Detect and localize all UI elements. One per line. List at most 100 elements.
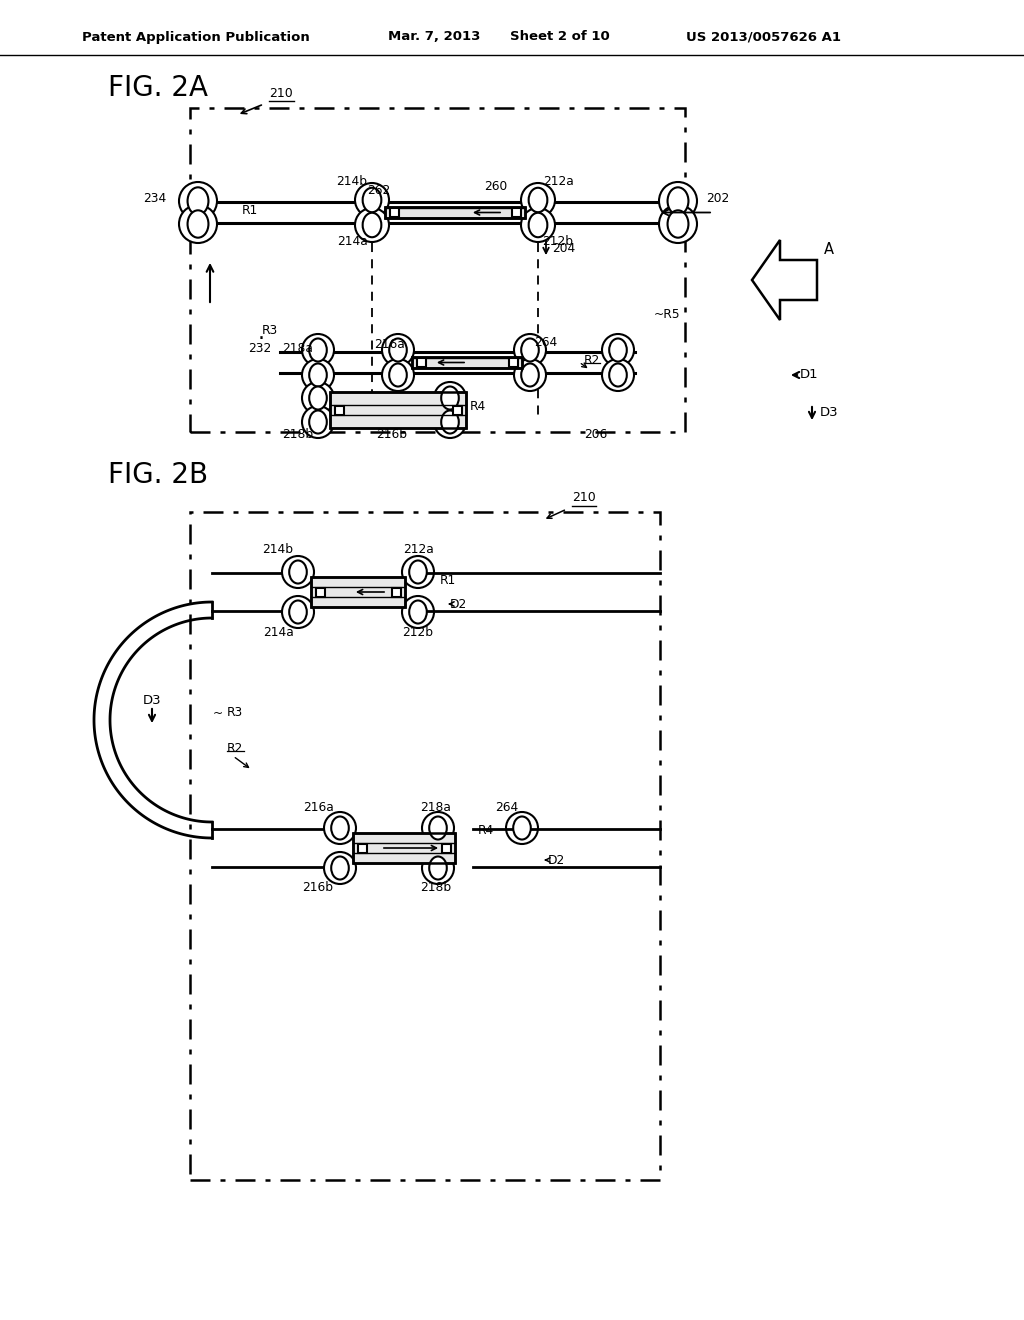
Ellipse shape: [528, 187, 548, 213]
Ellipse shape: [441, 387, 459, 409]
Circle shape: [355, 209, 389, 242]
Bar: [353, 833, 455, 863]
Text: Mar. 7, 2013: Mar. 7, 2013: [388, 30, 480, 44]
Ellipse shape: [609, 338, 627, 362]
Ellipse shape: [309, 363, 327, 387]
Ellipse shape: [609, 363, 627, 387]
Ellipse shape: [309, 411, 327, 433]
Text: FIG. 2B: FIG. 2B: [108, 461, 208, 488]
Text: R4: R4: [478, 824, 495, 837]
Text: 214b: 214b: [337, 176, 368, 187]
Text: 210: 210: [269, 87, 293, 100]
Circle shape: [422, 812, 454, 843]
Text: 216a: 216a: [374, 338, 404, 351]
Ellipse shape: [187, 210, 209, 238]
Circle shape: [282, 556, 314, 587]
Text: 264: 264: [534, 335, 557, 348]
Circle shape: [382, 359, 414, 391]
Ellipse shape: [389, 363, 407, 387]
Text: 212a: 212a: [543, 176, 573, 187]
Ellipse shape: [521, 363, 539, 387]
Ellipse shape: [410, 561, 427, 583]
Circle shape: [659, 205, 697, 243]
Text: 212b: 212b: [402, 626, 433, 639]
Circle shape: [514, 359, 546, 391]
Text: 262: 262: [367, 183, 390, 197]
Text: D3: D3: [820, 405, 839, 418]
Ellipse shape: [289, 601, 307, 623]
Bar: [412, 356, 522, 368]
Text: 260: 260: [483, 180, 507, 193]
Ellipse shape: [513, 817, 530, 840]
Circle shape: [302, 407, 334, 438]
Bar: [190, 512, 660, 1180]
Text: R3: R3: [262, 323, 279, 337]
Text: 206: 206: [585, 428, 607, 441]
Bar: [353, 833, 455, 863]
Text: 214a: 214a: [337, 235, 368, 248]
Text: D2: D2: [548, 854, 565, 866]
Circle shape: [521, 209, 555, 242]
Bar: [330, 392, 466, 428]
Circle shape: [382, 334, 414, 366]
Text: Patent Application Publication: Patent Application Publication: [82, 30, 309, 44]
Text: ~: ~: [213, 706, 223, 719]
Ellipse shape: [362, 213, 381, 238]
Text: 212a: 212a: [402, 543, 433, 556]
Text: A: A: [824, 243, 834, 257]
Text: ~R5: ~R5: [654, 309, 681, 322]
Bar: [330, 392, 466, 428]
Text: 218a: 218a: [282, 342, 313, 355]
Text: D1: D1: [800, 368, 818, 381]
Text: D3: D3: [142, 693, 162, 706]
Bar: [357, 843, 367, 853]
Text: 218b: 218b: [421, 880, 452, 894]
Circle shape: [324, 851, 356, 884]
Bar: [509, 358, 517, 367]
Ellipse shape: [528, 213, 548, 238]
Text: US 2013/0057626 A1: US 2013/0057626 A1: [686, 30, 841, 44]
Ellipse shape: [441, 411, 459, 433]
Bar: [412, 356, 522, 368]
Circle shape: [434, 381, 466, 414]
Text: 216a: 216a: [303, 801, 334, 814]
Text: R3: R3: [227, 706, 244, 719]
Circle shape: [521, 183, 555, 216]
Circle shape: [422, 851, 454, 884]
Bar: [190, 108, 685, 432]
Ellipse shape: [331, 857, 349, 879]
Circle shape: [602, 359, 634, 391]
Circle shape: [506, 812, 538, 843]
Circle shape: [302, 334, 334, 366]
Ellipse shape: [362, 187, 381, 213]
Circle shape: [402, 597, 434, 628]
Circle shape: [602, 334, 634, 366]
Text: Sheet 2 of 10: Sheet 2 of 10: [510, 30, 609, 44]
Bar: [335, 405, 343, 414]
Bar: [385, 207, 525, 218]
Ellipse shape: [309, 338, 327, 362]
Circle shape: [302, 381, 334, 414]
Polygon shape: [752, 240, 817, 319]
Bar: [389, 209, 398, 216]
Circle shape: [324, 812, 356, 843]
Text: R2: R2: [584, 354, 600, 367]
Text: 264: 264: [495, 801, 518, 814]
Text: 216b: 216b: [377, 428, 408, 441]
Ellipse shape: [289, 561, 307, 583]
Bar: [311, 577, 406, 607]
Circle shape: [282, 597, 314, 628]
Text: 214a: 214a: [262, 626, 293, 639]
Ellipse shape: [668, 210, 688, 238]
Text: 204: 204: [552, 243, 575, 256]
Circle shape: [659, 182, 697, 220]
Circle shape: [179, 182, 217, 220]
Text: 234: 234: [143, 191, 167, 205]
Text: 202: 202: [707, 191, 730, 205]
Bar: [441, 843, 451, 853]
Bar: [391, 587, 400, 597]
Text: 218a: 218a: [421, 801, 452, 814]
Ellipse shape: [429, 817, 446, 840]
Bar: [311, 577, 406, 607]
Text: 210: 210: [572, 491, 596, 504]
